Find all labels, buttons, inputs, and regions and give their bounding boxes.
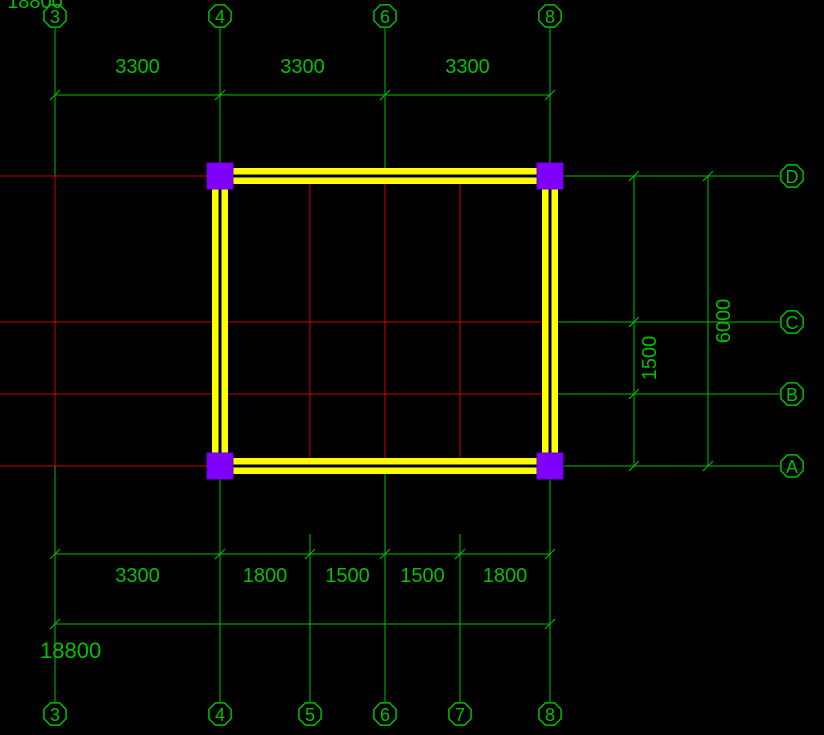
grid-bubble-label: 3 [50,7,60,27]
grid-bubble-label: 6 [380,7,390,27]
grid-bubble-label: C [786,313,799,333]
canvas-background [0,0,824,735]
grid-bubble-label: 4 [215,7,225,27]
dimension-label: 3300 [115,565,160,587]
grid-bubble-label: 8 [545,705,555,725]
dimension-label: 1500 [400,565,445,587]
grid-bubble-label: 4 [215,705,225,725]
dimension-label: 1500 [325,565,370,587]
grid-bubble-label: 8 [545,7,555,27]
dimension-label: 1800 [483,565,528,587]
grid-bubble-label: 6 [380,705,390,725]
dimension-label: 1500 [639,336,661,381]
grid-bubble-label: B [786,385,798,405]
column [207,453,233,479]
grid-bubble-label: 7 [455,705,465,725]
dimension-label: 3300 [280,56,325,78]
grid-bubble-label: A [786,457,798,477]
dimension-label: 3300 [115,56,160,78]
column [207,163,233,189]
column [537,163,563,189]
dimension-label: 1800 [243,565,288,587]
grid-bubble-label: 5 [305,705,315,725]
dimension-label: 3300 [445,56,490,78]
grid-bubble-label: 3 [50,705,60,725]
column [537,453,563,479]
dimension-total-label: 18800 [40,638,101,663]
dimension-label: 6000 [713,299,735,344]
grid-bubble-label: D [786,167,799,187]
cad-plan-drawing: 3300330033001880033001800150015001800188… [0,0,824,735]
